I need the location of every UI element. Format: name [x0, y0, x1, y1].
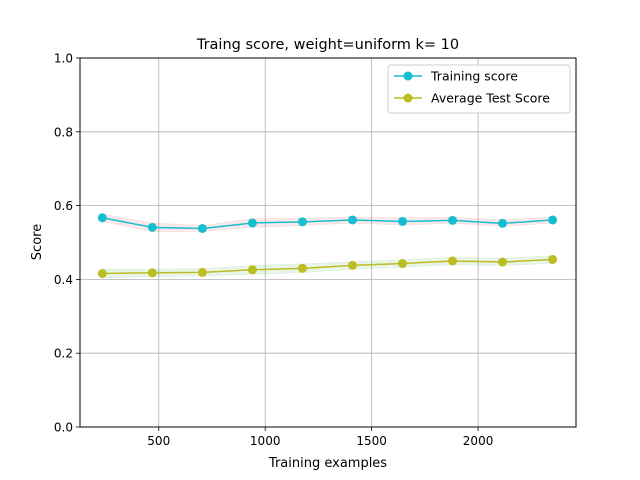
- data-point: [247, 265, 257, 275]
- data-point: [297, 263, 307, 273]
- data-point: [197, 267, 207, 277]
- legend-label: Average Test Score: [431, 91, 550, 106]
- data-point: [297, 217, 307, 227]
- y-tick-label: 0.0: [54, 421, 73, 435]
- series-lines: [102, 217, 553, 275]
- data-point: [97, 268, 107, 278]
- data-point: [197, 223, 207, 233]
- x-axis-label: Training examples: [268, 456, 387, 471]
- y-tick-label: 0.4: [54, 273, 73, 287]
- data-point: [147, 222, 157, 232]
- data-point: [448, 215, 458, 225]
- data-point: [347, 260, 357, 270]
- data-point: [548, 215, 558, 225]
- x-tick-label: 500: [147, 434, 170, 448]
- series-points: [97, 213, 558, 278]
- data-point: [498, 257, 508, 267]
- axis-ticks: 500 1000 1500 2000 0.0 0.2 0.4 0.6 0.8 1.0: [54, 52, 493, 449]
- legend-marker: [403, 71, 413, 81]
- legend: Training score Average Test Score: [387, 64, 571, 114]
- series-line-0: [102, 217, 553, 230]
- x-tick-label: 1000: [250, 434, 281, 448]
- data-point: [347, 215, 357, 225]
- data-point: [147, 268, 157, 278]
- y-tick-label: 0.8: [54, 125, 73, 139]
- legend-marker: [403, 93, 413, 103]
- y-tick-label: 0.6: [54, 199, 73, 213]
- data-point: [247, 218, 257, 228]
- y-tick-label: 0.2: [54, 347, 73, 361]
- data-point: [448, 256, 458, 266]
- data-point: [97, 213, 107, 223]
- x-tick-label: 2000: [463, 434, 494, 448]
- x-tick-label: 1500: [356, 434, 387, 448]
- legend-label: Training score: [430, 69, 518, 84]
- series-line-1: [102, 258, 553, 275]
- legend-box: [387, 64, 571, 114]
- data-point: [498, 218, 508, 228]
- data-point: [398, 216, 408, 226]
- y-axis-label: Score: [30, 224, 45, 260]
- y-tick-label: 1.0: [54, 52, 73, 66]
- data-point: [398, 259, 408, 269]
- plot-frame: [79, 57, 577, 428]
- data-point: [548, 254, 558, 264]
- chart-title: Traing score, weight=uniform k= 10: [196, 37, 459, 53]
